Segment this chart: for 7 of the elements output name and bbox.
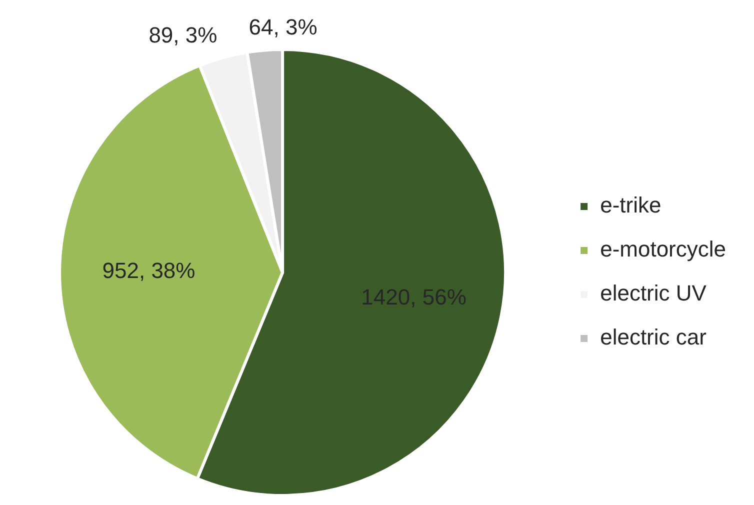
- legend-label: e-motorcycle: [600, 236, 726, 262]
- data-label: 64, 3%: [248, 14, 318, 40]
- legend-label: electric UV: [600, 280, 707, 306]
- data-label: 89, 3%: [148, 22, 218, 48]
- legend-label: electric car: [600, 324, 706, 350]
- data-label: 952, 38%: [102, 258, 196, 283]
- legend-label: e-trike: [600, 192, 662, 218]
